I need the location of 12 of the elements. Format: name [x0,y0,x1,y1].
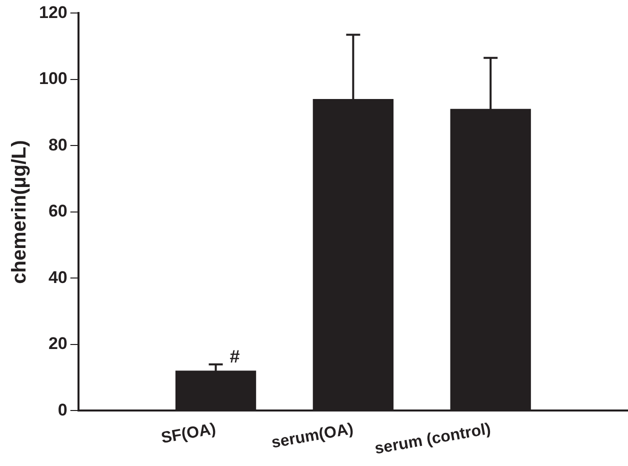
y-tick-label: 20 [48,334,68,354]
y-tick-label: 100 [38,69,68,88]
x-tick-label: serum (control) [374,420,492,458]
y-tick-label: 120 [38,2,68,22]
y-tick-label: 80 [48,135,68,154]
y-tick-label: 0 [58,400,68,420]
y-tick-label: 60 [48,202,68,221]
x-tick-label: serum(OA) [270,420,355,452]
annotation: # [230,346,240,366]
x-tick-label: SF(OA) [160,420,218,448]
y-tick-label: 40 [48,268,68,287]
y-axis-title: chemerin(µg/L) [8,140,31,284]
